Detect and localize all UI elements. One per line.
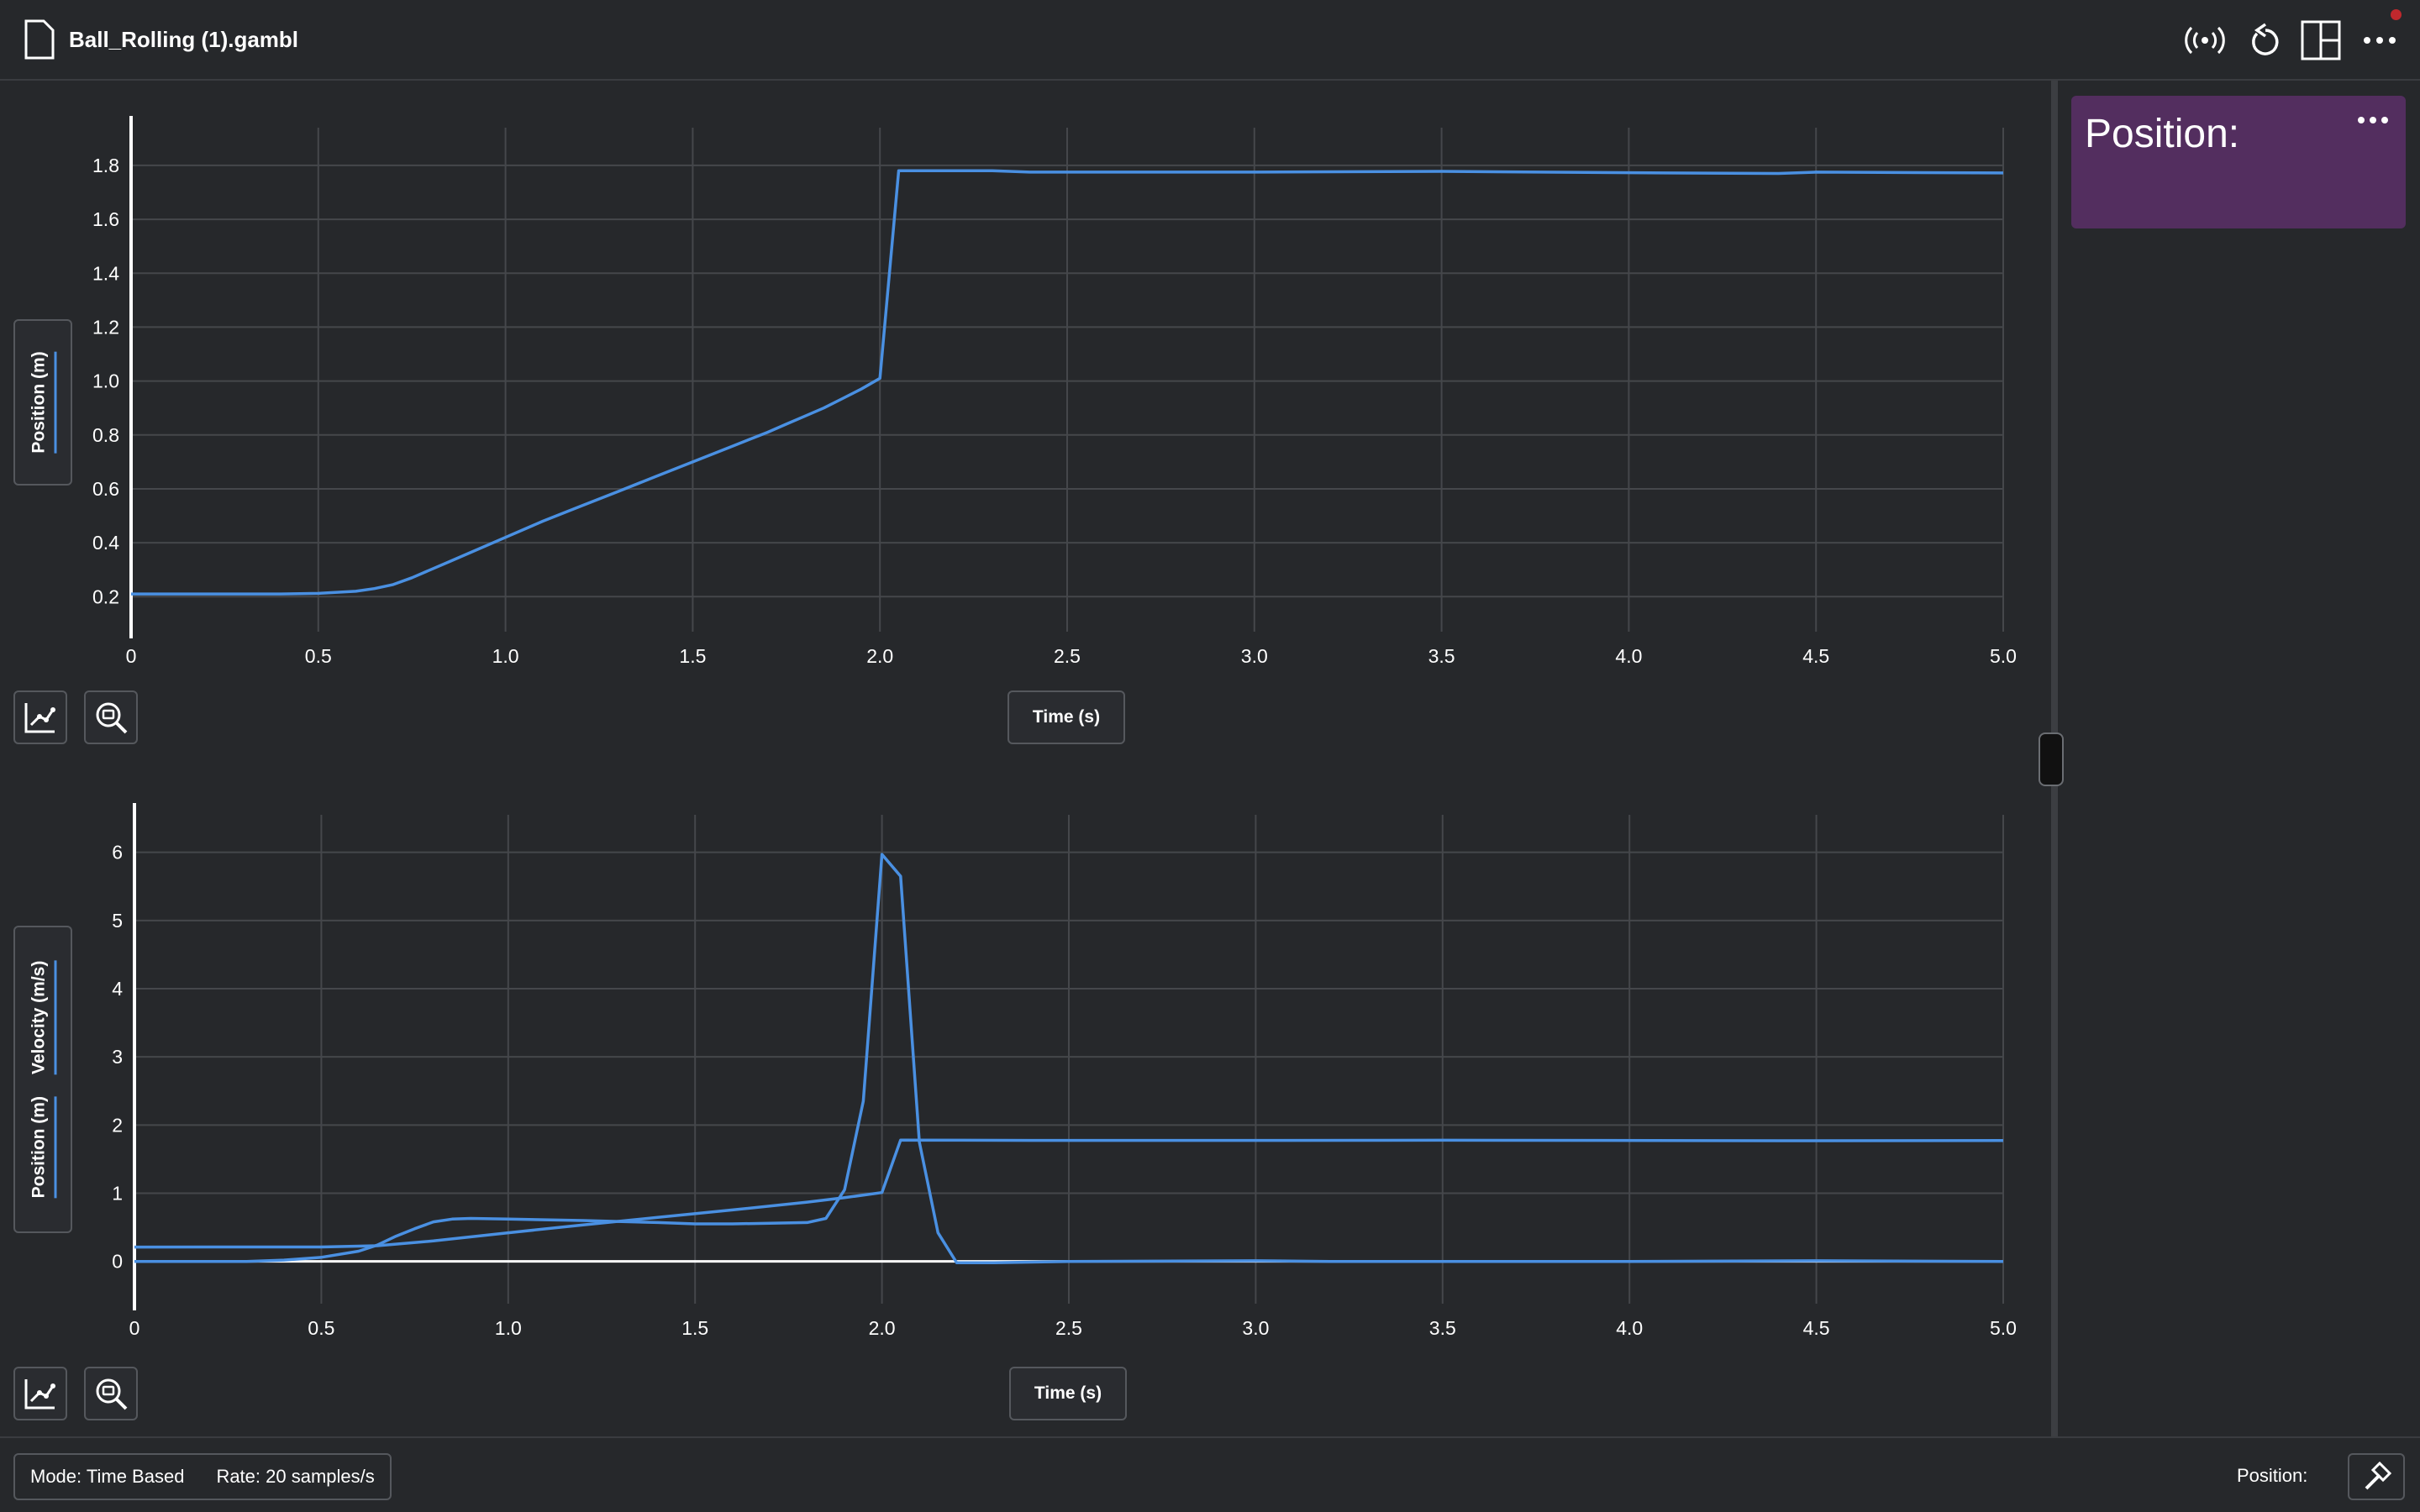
graph2-y-tick-label: 0	[112, 1251, 123, 1273]
graph1-y-axis-label[interactable]: Position (m)	[13, 319, 72, 486]
graph1-x-tick-label: 1.0	[492, 645, 519, 667]
position-graph[interactable]: 0 0.5 1.0 1.5 2.0 2.5 3.0 3.5 4.0 4.5 5.0 0.2 0.4 0.6…	[0, 81, 2050, 685]
rate-text: Rate: 20 samples/s	[216, 1466, 375, 1487]
graph2-x-tick-label: 1.0	[495, 1317, 522, 1339]
graph2-x-tick-label: 1.5	[681, 1317, 708, 1339]
footer-position-label: Position:	[2237, 1465, 2308, 1486]
hammer-icon[interactable]	[2348, 1453, 2405, 1500]
graph1-y-tick-label: 1.6	[92, 208, 119, 230]
graph1-y-tick-label: 0.8	[92, 424, 119, 446]
graph1-y-tick-label: 0.6	[92, 478, 119, 500]
y-axis-label-position: Position (m)	[29, 1096, 49, 1199]
series-line-1[interactable]	[134, 1138, 2004, 1249]
graph2-x-tick-label: 0.5	[308, 1317, 334, 1339]
graph1-x-tick-label: 3.5	[1428, 645, 1455, 667]
graph2-y-tick-label: 1	[112, 1183, 123, 1205]
graph1-x-tick-label: 4.5	[1802, 645, 1829, 667]
notification-dot	[2391, 9, 2402, 20]
position-meter[interactable]: Position:	[2071, 96, 2406, 228]
graph2-y-tick-label: 3	[112, 1046, 123, 1068]
meter-title: Position:	[2085, 112, 2240, 156]
y-axis-label-velocity: Velocity (m/s)	[29, 960, 49, 1075]
graph1-y-tick-label: 1.2	[92, 316, 119, 338]
graph2-y-tick-label: 5	[112, 910, 123, 932]
y-axis-label-position: Position (m)	[29, 351, 49, 454]
file-title: Ball_Rolling (1).gambl	[69, 27, 299, 52]
graph1-y-tick-label: 0.4	[92, 532, 119, 554]
graph1-x-axis-button[interactable]: Time (s)	[1007, 690, 1125, 744]
graph2-y-tick-label: 2	[112, 1114, 123, 1136]
graph-tools-button[interactable]	[13, 1367, 67, 1420]
mode-text: Mode: Time Based	[30, 1466, 185, 1487]
velocity-graph[interactable]: 0 0.5 1.0 1.5 2.0 2.5 3.0 3.5 4.0 4.5 5.0 0 1 2 3 4 5 6	[0, 790, 2050, 1361]
graph2-x-tick-label: 3.5	[1429, 1317, 1456, 1339]
status-footer: Mode: Time Based Rate: 20 samples/s Posi…	[0, 1436, 2420, 1512]
graph2-x-tick-label: 5.0	[1990, 1317, 2017, 1339]
graph1-x-tick-label: 2.5	[1054, 645, 1081, 667]
graph2-x-tick-label: 4.5	[1803, 1317, 1830, 1339]
graph2-x-tick-label: 2.0	[869, 1317, 896, 1339]
series-line-2[interactable]	[134, 853, 2004, 1265]
graph1-x-tick-label: 3.0	[1241, 645, 1268, 667]
reset-icon[interactable]	[2242, 18, 2286, 62]
graph1-x-tick-label: 2.0	[866, 645, 893, 667]
graph1-y-tick-label: 1.8	[92, 155, 119, 176]
graph-tools-button[interactable]	[13, 690, 67, 744]
graph1-x-tick-label: 0.5	[305, 645, 332, 667]
graph2-y-axis-label[interactable]: Position (m) Velocity (m/s)	[13, 926, 72, 1233]
graph1-x-tick-label: 4.0	[1615, 645, 1642, 667]
graph2-x-axis-button[interactable]: Time (s)	[1009, 1367, 1127, 1420]
graph2-y-tick-label: 4	[112, 978, 123, 1000]
zoom-button[interactable]	[84, 690, 138, 744]
title-bar: Ball_Rolling (1).gambl	[0, 0, 2420, 81]
series-line-1[interactable]	[131, 169, 2004, 596]
zoom-button[interactable]	[84, 1367, 138, 1420]
panel-resize-handle[interactable]	[2039, 732, 2064, 786]
graph1-x-tick-label: 1.5	[679, 645, 706, 667]
graph1-y-tick-label: 1.0	[92, 370, 119, 392]
graph1-x-tick-label: 5.0	[1990, 645, 2017, 667]
meter-more-icon[interactable]	[2354, 108, 2392, 133]
mode-rate-button[interactable]: Mode: Time Based Rate: 20 samples/s	[13, 1453, 392, 1500]
wireless-icon[interactable]	[2183, 18, 2227, 62]
graph1-y-tick-label: 1.4	[92, 262, 119, 284]
graph2-x-tick-label: 4.0	[1616, 1317, 1643, 1339]
more-icon[interactable]	[2358, 18, 2402, 62]
layout-icon[interactable]	[2299, 18, 2343, 62]
graph1-y-tick-label: 0.2	[92, 585, 119, 607]
graph2-y-tick-label: 6	[112, 842, 123, 864]
file-icon	[24, 18, 55, 65]
graph2-x-tick-label: 2.5	[1055, 1317, 1082, 1339]
graph1-x-tick-label: 0	[126, 645, 137, 667]
graph2-x-tick-label: 3.0	[1242, 1317, 1269, 1339]
graph2-x-tick-label: 0	[129, 1317, 140, 1339]
